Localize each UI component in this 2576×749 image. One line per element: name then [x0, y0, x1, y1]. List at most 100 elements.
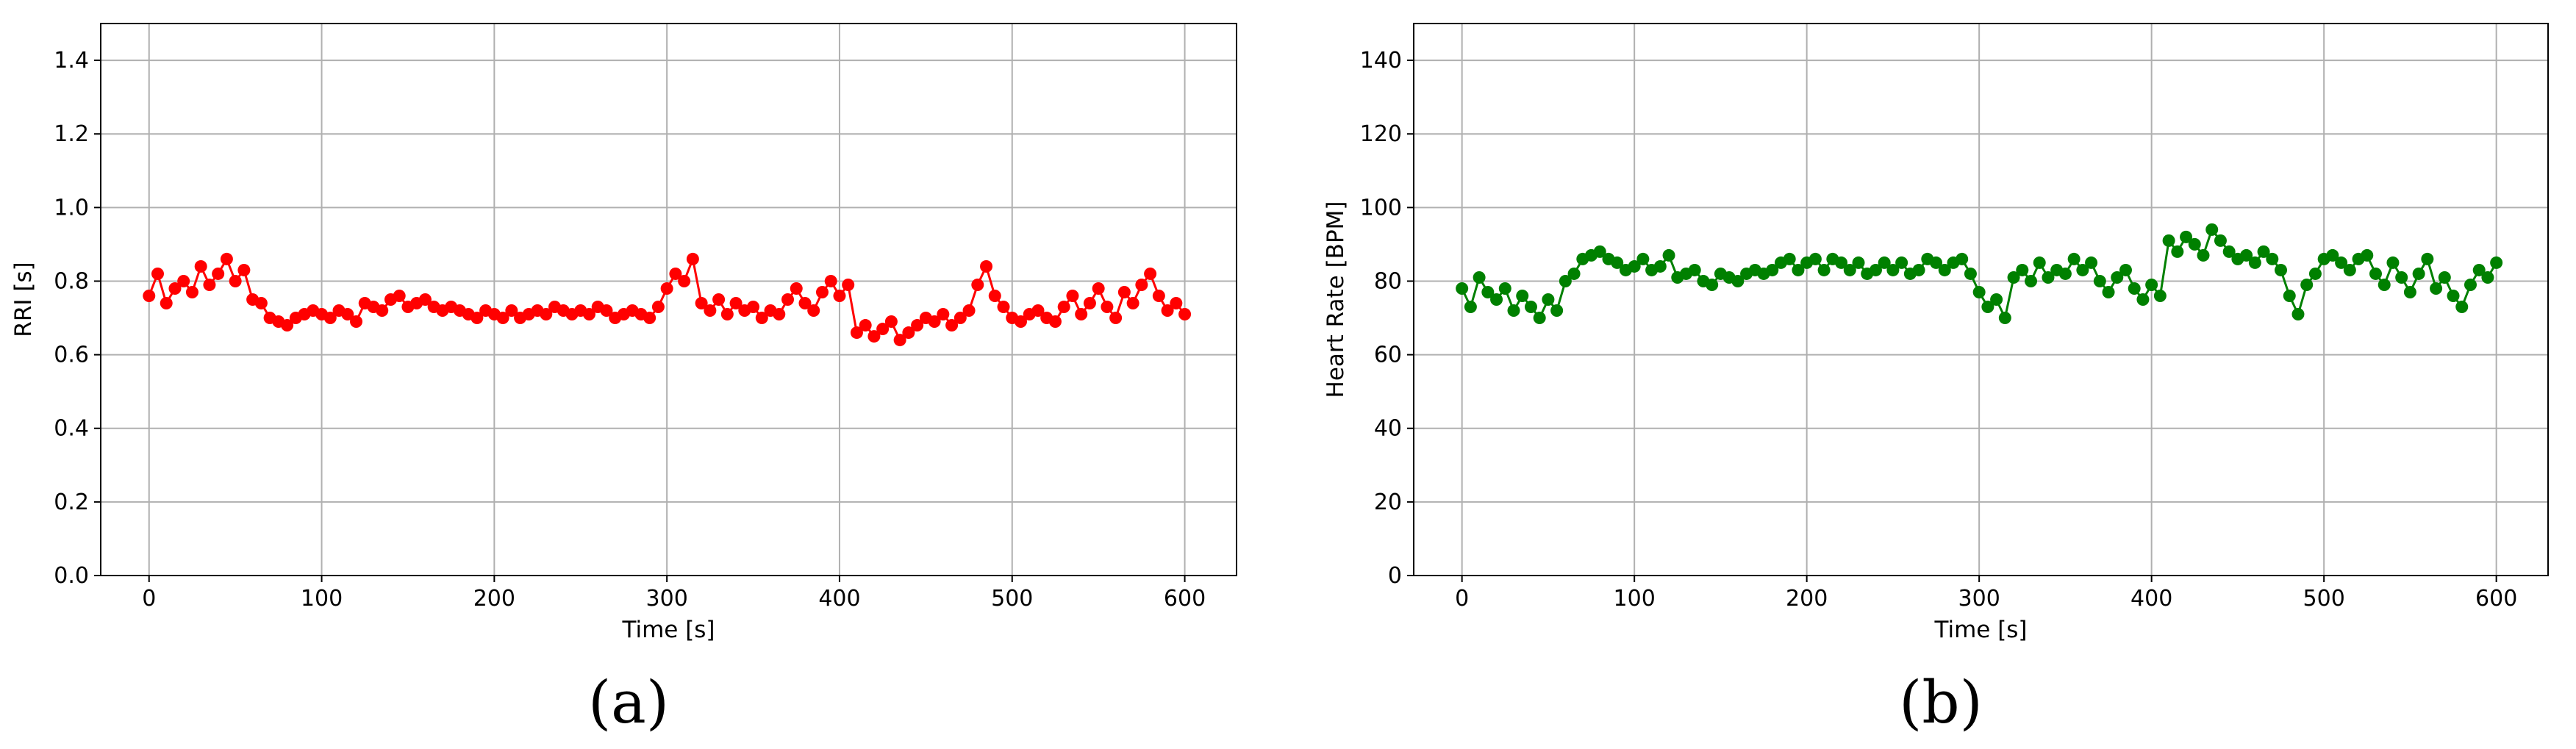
- panel-label: (b): [1899, 668, 1983, 737]
- data-point: [2386, 256, 2400, 269]
- data-point: [1178, 308, 1192, 321]
- data-point: [2042, 270, 2055, 284]
- y-tick-label: 140: [1360, 48, 1402, 74]
- data-point: [2058, 267, 2072, 280]
- x-tick-label: 300: [646, 586, 688, 612]
- data-point: [954, 312, 967, 325]
- data-series: [1456, 223, 2503, 325]
- data-point: [540, 308, 553, 321]
- y-tick-label: 0: [1388, 563, 1402, 589]
- data-point: [254, 297, 268, 310]
- data-point: [1498, 282, 1511, 295]
- data-point: [1611, 256, 1624, 269]
- data-point: [1464, 301, 1477, 314]
- data-point: [678, 274, 691, 287]
- data-point: [1817, 263, 1831, 276]
- data-point: [1956, 252, 1969, 265]
- y-tick-label: 1.2: [54, 121, 89, 147]
- data-point: [704, 304, 717, 318]
- data-point: [143, 289, 156, 302]
- data-point: [1852, 256, 1865, 269]
- data-point: [1014, 315, 1027, 329]
- data-point: [1731, 274, 1745, 287]
- plot-frame: [100, 23, 1237, 576]
- y-axis-label: Heart Rate [BPM]: [1323, 201, 1349, 398]
- data-point: [980, 259, 993, 273]
- data-point: [2205, 223, 2219, 236]
- data-point: [1843, 263, 1856, 276]
- panel-label: (a): [588, 668, 669, 737]
- y-tick-label: 0.2: [54, 490, 89, 515]
- data-point: [2412, 267, 2425, 280]
- y-tick-label: 120: [1360, 121, 1402, 147]
- data-point: [2188, 237, 2201, 251]
- y-tick-label: 0.6: [54, 343, 89, 368]
- data-point: [2128, 282, 2141, 295]
- data-point: [2378, 278, 2391, 291]
- data-point: [1135, 278, 1148, 291]
- x-tick-label: 0: [1455, 586, 1469, 612]
- data-point: [2395, 270, 2408, 284]
- data-point: [867, 330, 881, 343]
- data-point: [2447, 289, 2460, 302]
- data-point: [2430, 282, 2443, 295]
- data-point: [376, 304, 389, 318]
- data-point: [928, 315, 941, 329]
- y-tick-label: 60: [1374, 343, 1402, 368]
- data-point: [2283, 289, 2296, 302]
- data-point: [884, 315, 898, 329]
- data-point: [2403, 285, 2416, 298]
- data-point: [833, 289, 846, 302]
- data-point: [1490, 293, 1503, 306]
- data-point: [212, 267, 225, 280]
- data-point: [2421, 252, 2434, 265]
- x-tick-label: 0: [142, 586, 156, 612]
- data-point: [2481, 270, 2494, 284]
- y-tick-label: 80: [1374, 268, 1402, 294]
- data-point: [773, 308, 786, 321]
- data-point: [893, 334, 906, 347]
- chart-panel-a: 0 100 200 300 400 500 600 0.0 0.2 0.4 0.6 0.8 1.0 1.2…: [10, 23, 1237, 737]
- data-point: [643, 312, 656, 325]
- data-point: [350, 315, 363, 329]
- data-point: [2369, 267, 2383, 280]
- data-point: [1808, 252, 1822, 265]
- data-point: [1550, 304, 1564, 318]
- data-point: [1473, 270, 1486, 284]
- data-point: [505, 304, 518, 318]
- data-point: [1066, 289, 1079, 302]
- data-point: [876, 323, 890, 336]
- data-point: [824, 274, 837, 287]
- data-point: [2266, 252, 2279, 265]
- data-point: [1507, 304, 1520, 318]
- data-point: [2257, 245, 2270, 258]
- data-point: [2438, 270, 2451, 284]
- data-point: [2308, 267, 2322, 280]
- data-point: [729, 297, 743, 310]
- data-point: [2248, 256, 2261, 269]
- data-point: [1144, 267, 1157, 280]
- data-point: [323, 312, 337, 325]
- data-point: [1533, 312, 1546, 325]
- data-point: [2291, 308, 2305, 321]
- data-point: [2136, 293, 2150, 306]
- data-point: [2335, 256, 2348, 269]
- data-point: [1653, 259, 1667, 273]
- data-point: [496, 312, 509, 325]
- data-point: [2007, 270, 2020, 284]
- data-point: [971, 278, 984, 291]
- data-point: [1593, 245, 1606, 258]
- data-point: [2361, 248, 2374, 262]
- data-point: [1456, 282, 1469, 295]
- x-tick-label: 500: [991, 586, 1033, 612]
- data-point: [815, 285, 829, 298]
- x-tick-label: 500: [2303, 586, 2345, 612]
- data-series: [143, 252, 1192, 347]
- data-point: [2162, 234, 2175, 247]
- data-point: [194, 259, 207, 273]
- data-point: [686, 252, 699, 265]
- y-tick-label: 1.4: [54, 48, 89, 74]
- data-point: [1938, 263, 1951, 276]
- data-point: [781, 293, 795, 306]
- data-point: [1524, 301, 1537, 314]
